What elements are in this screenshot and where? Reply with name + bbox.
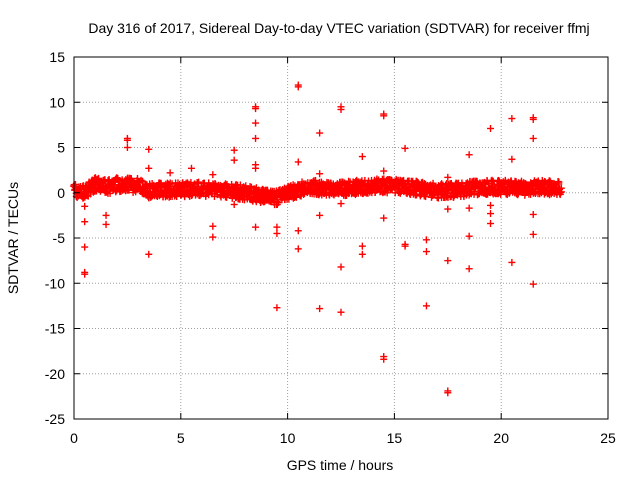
band-point	[223, 193, 231, 201]
band-point	[195, 178, 203, 186]
chart-title: Day 316 of 2017, Sidereal Day-to-day VTE…	[88, 20, 589, 36]
band-point	[521, 191, 529, 199]
band-point	[466, 189, 474, 197]
band-point	[251, 185, 259, 193]
band-point	[213, 191, 221, 199]
data-points	[70, 81, 565, 397]
band-point	[273, 198, 281, 206]
band-point	[137, 176, 145, 184]
band-point	[189, 183, 197, 191]
band-point	[383, 189, 391, 197]
band-point	[312, 176, 320, 184]
band-point	[490, 180, 498, 188]
